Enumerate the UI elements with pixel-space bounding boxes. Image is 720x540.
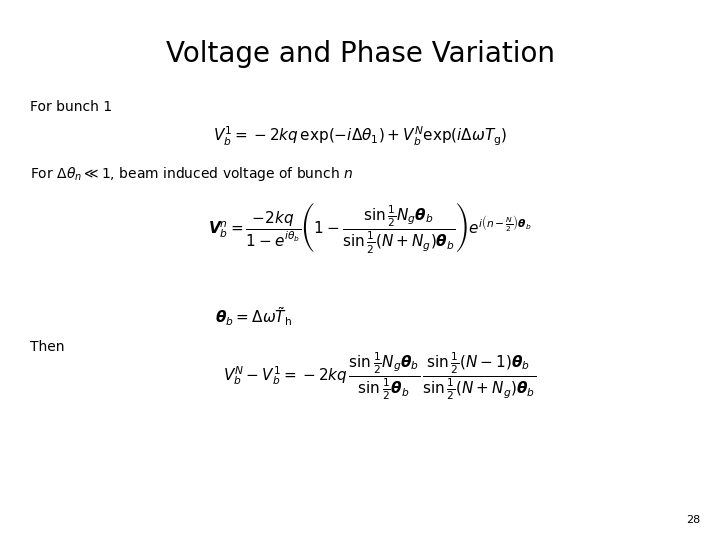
Text: 28: 28	[685, 515, 700, 525]
Text: $V_b^1 = -2kq\,\exp(-i\Delta\theta_1) + V_b^N\exp(i\Delta\omega T_\mathrm{g})$: $V_b^1 = -2kq\,\exp(-i\Delta\theta_1) + …	[213, 125, 507, 148]
Text: $\boldsymbol{\theta}_b = \Delta\omega \tilde{T}_\mathrm{h}$: $\boldsymbol{\theta}_b = \Delta\omega \t…	[215, 305, 292, 328]
Text: $\boldsymbol{V}_b^n = \dfrac{-2kq}{1-e^{i\theta_b}}\left(1 - \dfrac{\sin\frac{1}: $\boldsymbol{V}_b^n = \dfrac{-2kq}{1-e^{…	[208, 200, 532, 255]
Text: For $\Delta\theta_n \ll 1$, beam induced voltage of bunch $n$: For $\Delta\theta_n \ll 1$, beam induced…	[30, 165, 354, 183]
Text: $V_b^N - V_b^1 = -2kq\,\dfrac{\sin\frac{1}{2}N_g\boldsymbol{\theta}_b}{\sin\frac: $V_b^N - V_b^1 = -2kq\,\dfrac{\sin\frac{…	[223, 350, 536, 402]
Text: Then: Then	[30, 340, 65, 354]
Text: Voltage and Phase Variation: Voltage and Phase Variation	[166, 40, 554, 68]
Text: For bunch 1: For bunch 1	[30, 100, 112, 114]
